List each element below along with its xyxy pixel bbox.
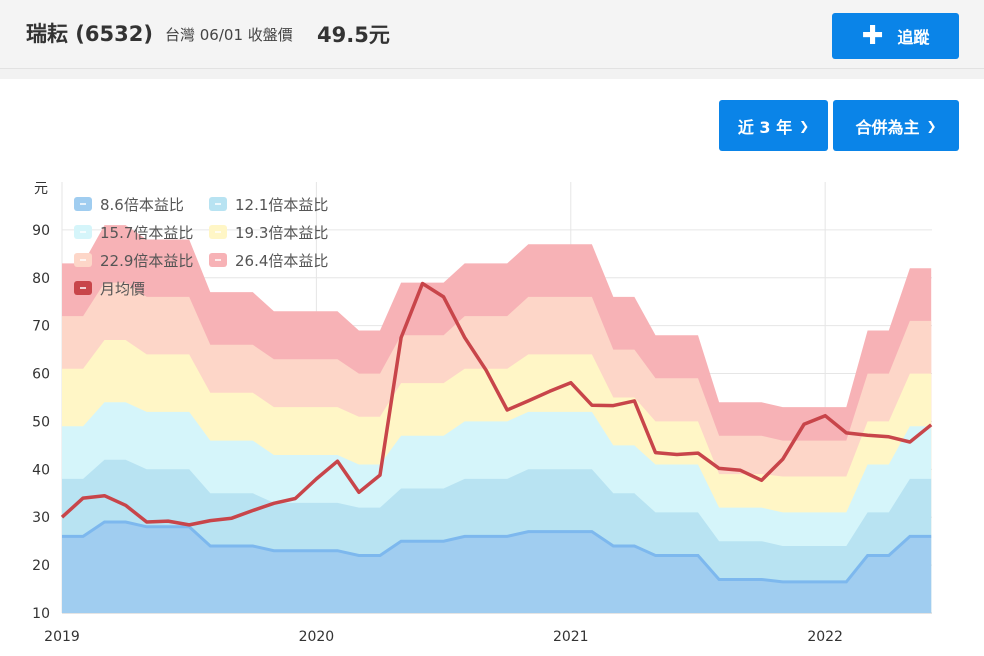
range-dropdown-label: 近 3 年 bbox=[737, 117, 793, 137]
track-button-label: 追蹤 bbox=[897, 28, 930, 47]
legend-label: 22.9倍本益比 bbox=[100, 252, 193, 270]
track-button[interactable]: ✚ 追蹤 bbox=[832, 13, 959, 59]
range-dropdown[interactable]: 近 3 年 ❯ bbox=[719, 100, 828, 151]
close-price-value: 49.5元 bbox=[317, 23, 390, 47]
legend-item: 12.1倍本益比 bbox=[209, 196, 328, 214]
close-price-label: 台灣 06/01 收盤價 bbox=[165, 26, 293, 44]
pe-band-area bbox=[62, 522, 932, 613]
pe-bands bbox=[62, 225, 932, 613]
y-tick-label: 70 bbox=[32, 319, 50, 335]
y-tick-label: 30 bbox=[32, 510, 50, 526]
y-tick-label: 20 bbox=[32, 558, 50, 574]
legend-item: 22.9倍本益比 bbox=[74, 252, 193, 270]
plus-icon: ✚ bbox=[861, 21, 884, 51]
y-tick-label: 10 bbox=[32, 606, 50, 622]
header-bar: 瑞耘 (6532) 台灣 06/01 收盤價 49.5元 ✚ 追蹤 bbox=[0, 0, 984, 69]
legend-label: 8.6倍本益比 bbox=[100, 196, 184, 214]
chevron-down-icon: ❯ bbox=[799, 118, 810, 133]
basis-dropdown[interactable]: 合併為主 ❯ bbox=[833, 100, 959, 151]
pe-band-edge bbox=[62, 520, 932, 584]
legend-label: 15.7倍本益比 bbox=[100, 224, 193, 242]
y-axis-label: 元 bbox=[34, 181, 48, 197]
legend-item: 15.7倍本益比 bbox=[74, 224, 193, 242]
legend-label: 19.3倍本益比 bbox=[235, 224, 328, 242]
legend-item: 26.4倍本益比 bbox=[209, 252, 328, 270]
chart-legend: 8.6倍本益比 12.1倍本益比 15.7倍本益比 19.3倍本益比 22.9倍本益比 2… bbox=[74, 196, 328, 298]
x-tick-label: 2021 bbox=[553, 629, 589, 645]
x-tick-label: 2019 bbox=[44, 629, 80, 645]
price-line-group bbox=[60, 281, 933, 527]
y-tick-label: 60 bbox=[32, 367, 50, 383]
stock-title: 瑞耘 (6532) bbox=[26, 22, 153, 46]
legend-label: 12.1倍本益比 bbox=[235, 196, 328, 214]
y-tick-label: 50 bbox=[32, 414, 50, 430]
y-axis-ticks: 10 20 30 40 50 60 70 80 90 bbox=[32, 223, 50, 622]
legend-item: 8.6倍本益比 bbox=[74, 196, 184, 214]
legend-item: 月均價 bbox=[74, 280, 145, 298]
price-line bbox=[60, 281, 933, 527]
chevron-down-icon: ❯ bbox=[926, 118, 937, 133]
x-tick-label: 2022 bbox=[807, 629, 843, 645]
y-tick-label: 90 bbox=[32, 223, 50, 239]
legend-label: 26.4倍本益比 bbox=[235, 252, 328, 270]
legend-label: 月均價 bbox=[100, 280, 145, 298]
legend-item: 19.3倍本益比 bbox=[209, 224, 328, 242]
y-tick-label: 80 bbox=[32, 271, 50, 287]
basis-dropdown-label: 合併為主 bbox=[855, 117, 920, 137]
y-tick-label: 40 bbox=[32, 462, 50, 478]
x-axis-ticks: 2019 2020 2021 2022 bbox=[44, 629, 843, 645]
x-tick-label: 2020 bbox=[299, 629, 335, 645]
